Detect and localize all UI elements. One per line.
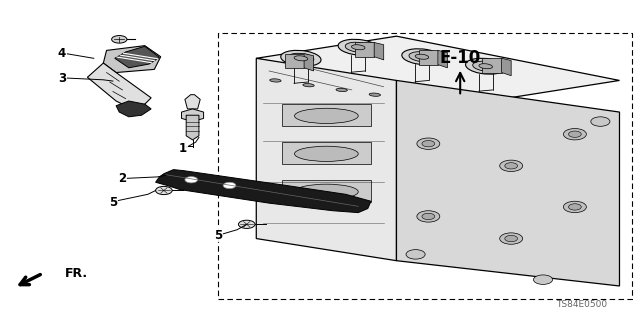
Polygon shape xyxy=(88,63,151,107)
Text: 1: 1 xyxy=(179,142,187,155)
Circle shape xyxy=(223,182,236,189)
Polygon shape xyxy=(502,58,511,76)
Polygon shape xyxy=(103,46,161,72)
Polygon shape xyxy=(483,58,502,72)
Text: E-10: E-10 xyxy=(440,49,481,67)
Circle shape xyxy=(568,131,581,137)
Circle shape xyxy=(185,177,198,183)
Polygon shape xyxy=(374,42,384,60)
Circle shape xyxy=(422,141,435,147)
Circle shape xyxy=(500,160,523,172)
Polygon shape xyxy=(396,80,620,286)
Circle shape xyxy=(422,213,435,219)
Ellipse shape xyxy=(338,39,378,55)
Polygon shape xyxy=(285,54,304,68)
Polygon shape xyxy=(256,36,620,103)
Text: 4: 4 xyxy=(58,47,66,60)
Ellipse shape xyxy=(288,53,314,63)
Ellipse shape xyxy=(345,42,371,52)
Ellipse shape xyxy=(294,146,358,161)
Polygon shape xyxy=(185,95,200,109)
Ellipse shape xyxy=(473,61,499,71)
Ellipse shape xyxy=(294,184,358,199)
Polygon shape xyxy=(282,104,371,126)
Circle shape xyxy=(156,186,172,195)
Circle shape xyxy=(505,163,518,169)
Ellipse shape xyxy=(336,88,348,92)
Circle shape xyxy=(534,275,552,285)
Circle shape xyxy=(239,220,255,228)
Polygon shape xyxy=(156,170,371,213)
Circle shape xyxy=(563,201,586,213)
Circle shape xyxy=(417,211,440,222)
Ellipse shape xyxy=(409,52,435,62)
Circle shape xyxy=(111,35,127,43)
Ellipse shape xyxy=(465,58,506,74)
Polygon shape xyxy=(182,109,204,122)
Polygon shape xyxy=(186,115,199,140)
Text: 5: 5 xyxy=(109,196,117,209)
Ellipse shape xyxy=(351,45,365,50)
Ellipse shape xyxy=(479,64,492,69)
Text: 3: 3 xyxy=(58,72,66,85)
Circle shape xyxy=(591,117,610,126)
Ellipse shape xyxy=(369,93,380,96)
Polygon shape xyxy=(256,58,396,261)
Polygon shape xyxy=(282,180,371,202)
Ellipse shape xyxy=(294,108,358,123)
Polygon shape xyxy=(282,142,371,164)
Circle shape xyxy=(505,235,518,242)
Ellipse shape xyxy=(269,79,281,82)
Text: 2: 2 xyxy=(118,172,127,185)
Ellipse shape xyxy=(415,54,429,59)
Circle shape xyxy=(406,250,425,259)
Polygon shape xyxy=(355,42,374,57)
Circle shape xyxy=(500,233,523,244)
Text: 5: 5 xyxy=(214,229,222,242)
Text: TS84E0500: TS84E0500 xyxy=(556,300,607,309)
Polygon shape xyxy=(419,50,438,65)
Text: FR.: FR. xyxy=(65,267,88,280)
Polygon shape xyxy=(438,50,447,68)
Polygon shape xyxy=(116,101,151,117)
Ellipse shape xyxy=(303,84,314,87)
Polygon shape xyxy=(304,54,314,71)
Polygon shape xyxy=(115,46,159,68)
Ellipse shape xyxy=(402,49,442,65)
Ellipse shape xyxy=(281,50,321,66)
Circle shape xyxy=(417,138,440,149)
Circle shape xyxy=(563,129,586,140)
Ellipse shape xyxy=(294,56,308,61)
Circle shape xyxy=(568,204,581,210)
